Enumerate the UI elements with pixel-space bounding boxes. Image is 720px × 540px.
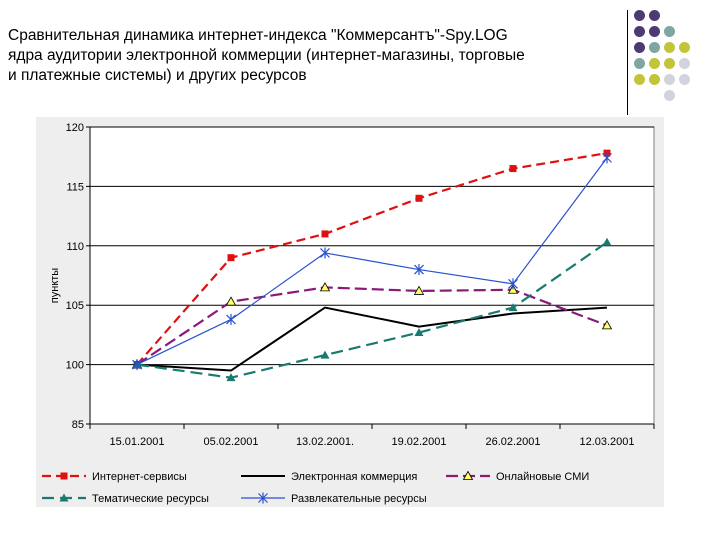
decor-dot <box>634 74 645 85</box>
decor-dot <box>649 42 660 53</box>
data-point <box>602 237 612 246</box>
plot-background <box>89 126 655 425</box>
legend-label: Онлайновые СМИ <box>496 471 589 483</box>
legend-label: Тематические ресурсы <box>92 493 209 505</box>
series-line <box>136 306 608 372</box>
legend-item: Развлекательные ресурсы <box>241 492 427 505</box>
y-tick-label: 120 <box>66 122 84 134</box>
legend-item: Электронная коммерция <box>241 471 417 483</box>
gridlines <box>89 126 655 425</box>
data-point <box>508 278 518 290</box>
data-point <box>59 493 69 502</box>
decor-dot <box>634 42 645 53</box>
decor-dot <box>649 26 660 37</box>
x-tick-label: 13.02.2001. <box>296 436 354 448</box>
data-point <box>225 296 237 306</box>
data-point <box>414 264 424 276</box>
decor-dot <box>679 58 690 69</box>
decor-dot <box>664 42 675 53</box>
data-point <box>226 313 236 325</box>
y-tick-label: 105 <box>66 300 84 312</box>
title-line-2: ядра аудитории электронной коммерции (ин… <box>8 47 525 64</box>
decor-vertical-line <box>627 10 628 115</box>
data-point <box>601 320 613 330</box>
data-point <box>415 194 423 202</box>
decor-dot <box>634 10 645 21</box>
decor-dot-grid <box>634 10 714 120</box>
decor-dot <box>649 74 660 85</box>
data-point <box>508 303 518 312</box>
x-tick-label: 15.01.2001 <box>109 436 164 448</box>
data-point <box>226 373 236 382</box>
data-point <box>414 328 424 337</box>
data-point <box>258 492 268 504</box>
title-line-1: Сравнительная динамика интернет-индекса … <box>8 27 508 44</box>
decor-dot <box>664 74 675 85</box>
x-tick-label: 12.03.2001 <box>579 436 634 448</box>
axes: 85 100 105 110 115 120 15.01.2001 05.02.2001 13.… <box>49 122 655 448</box>
y-tick-label: 110 <box>66 241 84 253</box>
decor-dot <box>679 74 690 85</box>
data-point <box>60 472 68 480</box>
legend-label: Электронная коммерция <box>291 471 417 483</box>
legend-item: Интернет-сервисы <box>42 471 187 483</box>
series-group <box>131 149 613 382</box>
decor-dot <box>664 58 675 69</box>
legend-item: Онлайновые СМИ <box>446 470 589 483</box>
data-point <box>602 152 612 164</box>
data-point <box>321 230 329 238</box>
x-tick-label: 19.02.2001 <box>391 436 446 448</box>
decor-dot <box>679 42 690 53</box>
series-line <box>136 152 608 366</box>
y-tick-label: 85 <box>72 419 84 431</box>
data-point <box>413 285 425 295</box>
decor-dot <box>634 26 645 37</box>
legend: Интернет-сервисы Электронная коммерция Онл… <box>42 470 589 505</box>
legend-label: Развлекательные ресурсы <box>291 493 427 505</box>
y-axis-label: пункты <box>49 268 61 304</box>
decor-dot <box>649 58 660 69</box>
data-point <box>227 254 235 262</box>
x-tick-label: 05.02.2001 <box>203 436 258 448</box>
legend-item: Тематические ресурсы <box>42 493 209 505</box>
series-line <box>136 157 608 366</box>
line-chart: 85 100 105 110 115 120 15.01.2001 05.02.2001 13.… <box>42 122 655 505</box>
x-tick-label: 26.02.2001 <box>485 436 540 448</box>
legend-label: Интернет-сервисы <box>92 471 187 483</box>
data-point <box>509 165 517 173</box>
decor-dot <box>649 10 660 21</box>
data-point <box>319 282 331 292</box>
series-line <box>136 241 608 379</box>
chart-area: 85 100 105 110 115 120 15.01.2001 05.02.2001 13.… <box>36 117 664 507</box>
slide-title: Сравнительная динамика интернет-индекса … <box>8 26 616 86</box>
decor-dot <box>664 26 675 37</box>
decor-dot <box>664 90 675 101</box>
data-point <box>320 350 330 359</box>
y-tick-label: 100 <box>66 360 84 372</box>
data-point <box>132 359 142 371</box>
title-line-3: и платежные системы) и других ресурсов <box>8 67 307 84</box>
data-point <box>462 470 474 480</box>
data-point <box>320 247 330 259</box>
y-tick-label: 115 <box>66 181 84 193</box>
decor-dot <box>634 58 645 69</box>
